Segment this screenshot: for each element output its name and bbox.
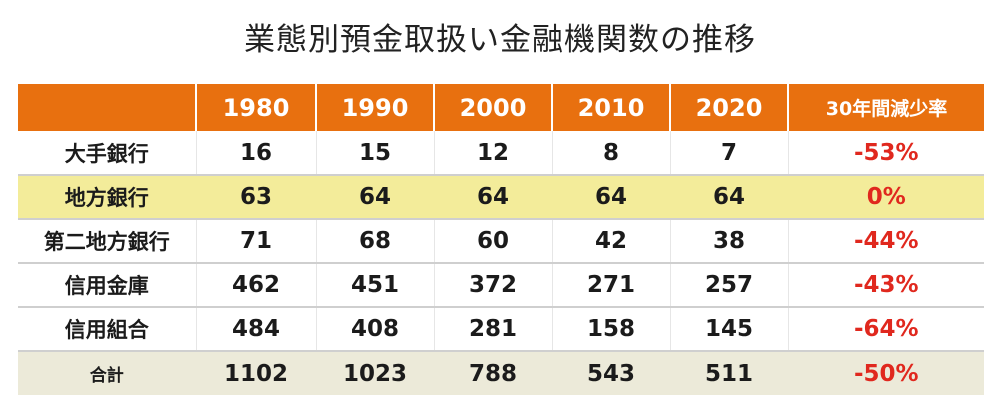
table-cell: 1023: [315, 351, 434, 395]
table-cell: 158: [551, 307, 670, 352]
row-label: 地方銀行: [18, 175, 196, 220]
table-cell: 484: [195, 307, 316, 352]
table-cell: 451: [315, 263, 434, 308]
table-row: 大手銀行 16 15 12 8 7 -53%: [18, 131, 984, 176]
table-row: 第二地方銀行 71 68 60 42 38 -44%: [18, 219, 984, 264]
table-cell: 462: [195, 263, 316, 308]
data-table: 1980 1990 2000 2010 2020 30年間減少率 大手銀行 16…: [18, 84, 984, 395]
table-cell: 271: [551, 263, 670, 308]
table-cell: 543: [551, 351, 670, 395]
table-cell: 64: [433, 175, 552, 220]
row-label: 信用金庫: [18, 263, 196, 308]
table-cell: 257: [669, 263, 788, 308]
header-rate: 30年間減少率: [787, 84, 984, 131]
table-cell: 60: [433, 219, 552, 264]
table-cell: 64: [669, 175, 788, 220]
rate-cell: -53%: [787, 131, 984, 176]
table-cell: 145: [669, 307, 788, 352]
header-year: 1990: [315, 84, 434, 131]
rate-cell: -43%: [787, 263, 984, 308]
table-cell: 12: [433, 131, 552, 176]
table-cell: 8: [551, 131, 670, 176]
chart-title: 業態別預金取扱い金融機関数の推移: [244, 22, 756, 58]
header-year: 2010: [551, 84, 670, 131]
table-cell: 16: [195, 131, 316, 176]
header-year: 1980: [195, 84, 316, 131]
table-cell: 7: [669, 131, 788, 176]
header-row: 1980 1990 2000 2010 2020 30年間減少率: [18, 84, 984, 131]
rate-cell: -50%: [787, 351, 984, 395]
table-cell: 511: [669, 351, 788, 395]
table-cell: 42: [551, 219, 670, 264]
table-cell: 788: [433, 351, 552, 395]
row-label: 第二地方銀行: [18, 219, 196, 264]
table-cell: 64: [315, 175, 434, 220]
table-row: 信用金庫 462 451 372 271 257 -43%: [18, 263, 984, 308]
table-row: 信用組合 484 408 281 158 145 -64%: [18, 307, 984, 352]
rate-cell: 0%: [787, 175, 984, 220]
table-cell: 64: [551, 175, 670, 220]
row-label: 合計: [18, 351, 196, 395]
table-cell: 408: [315, 307, 434, 352]
row-label: 大手銀行: [18, 131, 196, 176]
rate-cell: -44%: [787, 219, 984, 264]
table-cell: 71: [195, 219, 316, 264]
table-cell: 63: [195, 175, 316, 220]
table-cell: 68: [315, 219, 434, 264]
table-row: 地方銀行 63 64 64 64 64 0%: [18, 175, 984, 220]
header-year: 2020: [669, 84, 788, 131]
table-cell: 1102: [195, 351, 316, 395]
header-corner: [18, 84, 196, 131]
header-year: 2000: [433, 84, 552, 131]
rate-cell: -64%: [787, 307, 984, 352]
row-label: 信用組合: [18, 307, 196, 352]
total-row: 合計 1102 1023 788 543 511 -50%: [18, 351, 984, 395]
table-cell: 281: [433, 307, 552, 352]
table-cell: 372: [433, 263, 552, 308]
table-cell: 15: [315, 131, 434, 176]
table-cell: 38: [669, 219, 788, 264]
